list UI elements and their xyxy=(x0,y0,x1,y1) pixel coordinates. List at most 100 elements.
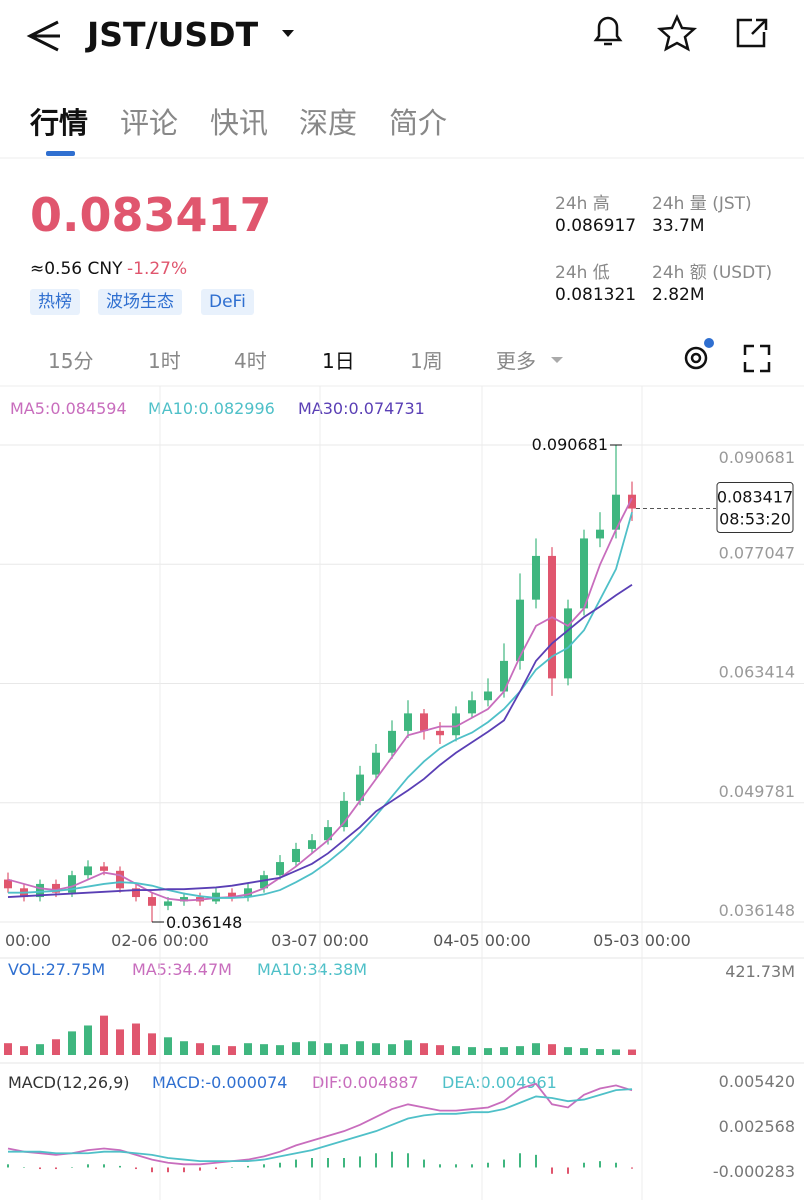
candle-body xyxy=(628,494,636,509)
stat-value: 2.82M xyxy=(652,285,705,305)
volume-bar xyxy=(244,1043,252,1055)
dea-line xyxy=(8,1088,633,1163)
macd-legend: DEA:0.004961 xyxy=(442,1073,557,1092)
interval[interactable]: 更多 xyxy=(496,349,536,373)
tag[interactable]: 热榜 xyxy=(30,289,80,315)
candle-body xyxy=(36,883,44,898)
macd-bar xyxy=(439,1164,441,1168)
tab[interactable]: 深度 xyxy=(299,106,358,140)
tab[interactable]: 快讯 xyxy=(210,106,269,140)
y-tick-label: 0.049781 xyxy=(719,782,795,801)
macd-bar xyxy=(167,1167,169,1173)
macd-bar xyxy=(71,1167,73,1168)
candle-body xyxy=(580,538,588,609)
volume-bar xyxy=(340,1044,348,1055)
candle-body xyxy=(276,862,284,876)
macd-bar xyxy=(199,1167,201,1171)
macd-tick-label: 0.005420 xyxy=(719,1072,795,1091)
interval[interactable]: 1日 xyxy=(322,349,355,373)
macd-bar xyxy=(7,1164,9,1168)
macd-bar xyxy=(471,1164,473,1168)
volume-bar xyxy=(484,1048,492,1055)
volume-bar xyxy=(164,1037,172,1055)
macd-bar xyxy=(39,1167,41,1170)
dropdown-icon[interactable] xyxy=(282,30,294,37)
candle-body xyxy=(228,892,236,898)
low-note: 0.036148 xyxy=(166,913,242,932)
volume-bar xyxy=(116,1029,124,1055)
volume-bar xyxy=(20,1046,28,1055)
macd-bar xyxy=(423,1159,425,1168)
candle-body xyxy=(260,875,268,889)
x-tick-label: 04-05 00:00 xyxy=(433,931,531,950)
ma-line xyxy=(8,511,633,899)
macd-bar xyxy=(279,1162,281,1168)
stat-value: 0.086917 xyxy=(555,216,637,236)
candle-body xyxy=(468,700,476,714)
macd-bar xyxy=(231,1167,233,1168)
tab[interactable]: 简介 xyxy=(389,106,448,140)
vol-legend: VOL:27.75M xyxy=(8,960,105,979)
interval[interactable]: 4时 xyxy=(234,349,267,373)
volume-bar xyxy=(100,1015,108,1055)
macd-legend: MACD:-0.000074 xyxy=(152,1073,287,1092)
volume-bar xyxy=(596,1049,604,1055)
volume-bar xyxy=(180,1041,188,1055)
back-icon[interactable] xyxy=(26,20,60,52)
macd-bar xyxy=(551,1167,553,1174)
macd-bar xyxy=(455,1164,457,1168)
tab[interactable]: 行情 xyxy=(30,106,89,140)
macd-bar xyxy=(407,1153,409,1168)
tab-indicator xyxy=(46,151,75,156)
candle-body xyxy=(484,691,492,701)
candle-body xyxy=(436,730,444,736)
y-tick-label: 0.090681 xyxy=(719,448,795,467)
volume-bar xyxy=(564,1047,572,1055)
last-price: 0.083417 xyxy=(30,188,272,242)
vol-legend: MA10:34.38M xyxy=(257,960,367,979)
tab[interactable]: 评论 xyxy=(120,106,179,140)
volume-bar xyxy=(468,1047,476,1055)
candle-body xyxy=(452,713,460,736)
volume-bar xyxy=(580,1048,588,1055)
candle-body xyxy=(372,752,380,775)
interval[interactable]: 1周 xyxy=(410,349,443,373)
toolbar-icons[interactable] xyxy=(593,13,771,373)
tag[interactable]: 波场生态 xyxy=(98,289,182,315)
stat-value: 0.081321 xyxy=(555,285,637,305)
volume-bar xyxy=(228,1046,236,1055)
x-tick-label: 03-07 00:00 xyxy=(271,931,369,950)
tag[interactable]: DeFi xyxy=(201,289,254,315)
candle-body xyxy=(516,599,524,661)
change: -1.27% xyxy=(127,259,188,279)
candle-body xyxy=(84,866,92,876)
candle-body xyxy=(68,875,76,893)
high-note: 0.090681 xyxy=(532,435,608,454)
macd-bar xyxy=(359,1156,361,1168)
macd-legend: DIF:0.004887 xyxy=(312,1073,419,1092)
interval[interactable]: 1时 xyxy=(148,349,181,373)
x-tick-label: 05-03 00:00 xyxy=(593,931,691,950)
macd-bar xyxy=(631,1167,633,1169)
stat-label: 24h 额 (USDT) xyxy=(652,263,773,283)
macd-bar xyxy=(327,1158,329,1168)
interval[interactable]: 15分 xyxy=(48,349,94,373)
macd-bar xyxy=(311,1158,313,1168)
dropdown-icon[interactable] xyxy=(551,357,563,363)
x-tick-label: 02-06 00:00 xyxy=(111,931,209,950)
candle-body xyxy=(116,870,124,889)
candle-body xyxy=(596,529,604,539)
candle-body xyxy=(4,879,12,889)
volume-bar xyxy=(68,1031,76,1055)
macd-bar xyxy=(487,1162,489,1168)
candle-body xyxy=(324,827,332,841)
dif-line xyxy=(7,1082,633,1166)
macd-bar xyxy=(247,1165,249,1168)
ma-line xyxy=(7,497,633,902)
stat-value: 33.7M xyxy=(652,216,705,236)
pair-title[interactable]: JST/USDT xyxy=(87,15,259,54)
candle-body xyxy=(308,840,316,849)
macd-legend: MACD(12,26,9) xyxy=(8,1073,130,1092)
